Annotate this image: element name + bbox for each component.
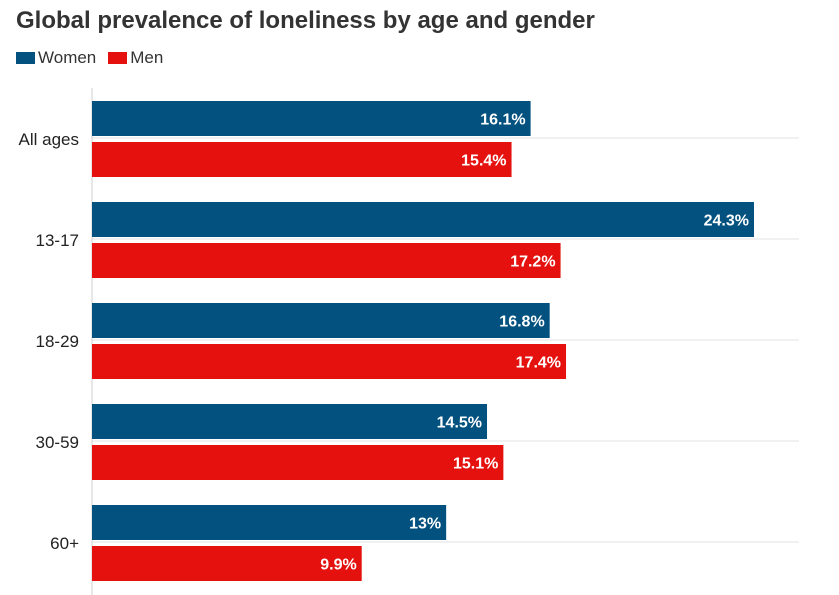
- category-label: 13-17: [36, 231, 79, 250]
- bar-women: [92, 404, 488, 439]
- data-label-men: 17.2%: [510, 254, 555, 271]
- bar-women: [92, 101, 531, 136]
- legend-label-men: Men: [130, 48, 164, 67]
- data-label-men: 15.1%: [453, 456, 498, 473]
- bar-men: [92, 243, 561, 278]
- category-label: 60+: [50, 534, 79, 553]
- category-label: 30-59: [36, 433, 79, 452]
- bar-men: [92, 142, 512, 177]
- legend-swatch-men: [108, 52, 128, 64]
- bar-women: [92, 303, 550, 338]
- legend: Women Men: [16, 48, 175, 68]
- legend-item-men: Men: [108, 48, 163, 68]
- bar-men: [92, 344, 567, 379]
- data-label-men: 15.4%: [461, 153, 506, 170]
- legend-swatch-women: [16, 52, 35, 64]
- data-label-men: 9.9%: [320, 557, 356, 574]
- legend-item-women: Women: [16, 48, 96, 68]
- data-label-women: 16.8%: [499, 314, 544, 331]
- bar-women: [92, 202, 754, 237]
- bar-men: [92, 445, 504, 480]
- data-label-women: 13%: [409, 516, 441, 533]
- legend-label-women: Women: [38, 48, 97, 67]
- data-label-women: 16.1%: [480, 112, 525, 129]
- category-label: 18-29: [36, 332, 79, 351]
- data-label-women: 24.3%: [704, 213, 749, 230]
- chart-title: Global prevalence of loneliness by age a…: [16, 7, 595, 34]
- data-label-men: 17.4%: [516, 355, 561, 372]
- bar-men: [92, 546, 362, 581]
- category-label: All ages: [19, 130, 79, 149]
- bar-women: [92, 505, 447, 540]
- data-label-women: 14.5%: [437, 415, 482, 432]
